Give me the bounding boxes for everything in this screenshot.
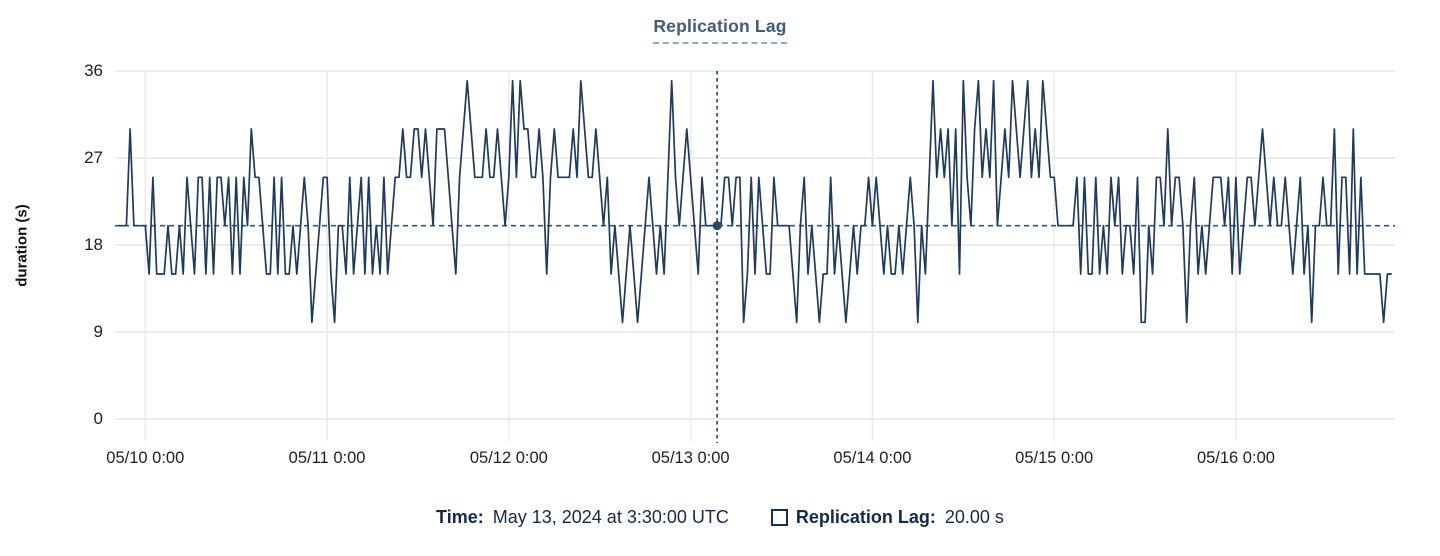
crosshair-readout: Time: May 13, 2024 at 3:30:00 UTC Replic… (0, 507, 1440, 528)
x-tick-label: 05/11 0:00 (288, 449, 366, 467)
x-tick-label: 05/13 0:00 (651, 449, 730, 467)
x-tick-label: 05/12 0:00 (469, 449, 548, 467)
series-label[interactable]: Replication Lag: (795, 507, 936, 527)
x-tick-label: 05/15 0:00 (1015, 449, 1094, 467)
time-label: Time: (436, 507, 484, 527)
y-tick-label: 0 (93, 409, 103, 428)
y-tick-label: 36 (84, 61, 103, 80)
x-tick-label: 05/14 0:00 (833, 449, 912, 467)
series-value: 20.00 s (944, 507, 1004, 527)
y-axis-label: duration (s) (13, 204, 31, 287)
y-tick-label: 27 (84, 148, 103, 167)
y-tick-label: 18 (84, 235, 103, 254)
chart-title-text[interactable]: Replication Lag (653, 16, 787, 44)
y-tick-label: 9 (93, 322, 103, 341)
legend-square-icon[interactable] (770, 509, 788, 526)
crosshair-marker-dot[interactable] (712, 221, 722, 231)
replication-lag-series-line (117, 79, 1393, 324)
line-chart-plot-area[interactable] (115, 70, 1395, 446)
x-tick-label: 05/16 0:00 (1196, 449, 1275, 467)
x-tick-label: 05/10 0:00 (106, 449, 185, 467)
time-value: May 13, 2024 at 3:30:00 UTC (492, 507, 729, 527)
chart-title: Replication Lag (0, 16, 1440, 44)
